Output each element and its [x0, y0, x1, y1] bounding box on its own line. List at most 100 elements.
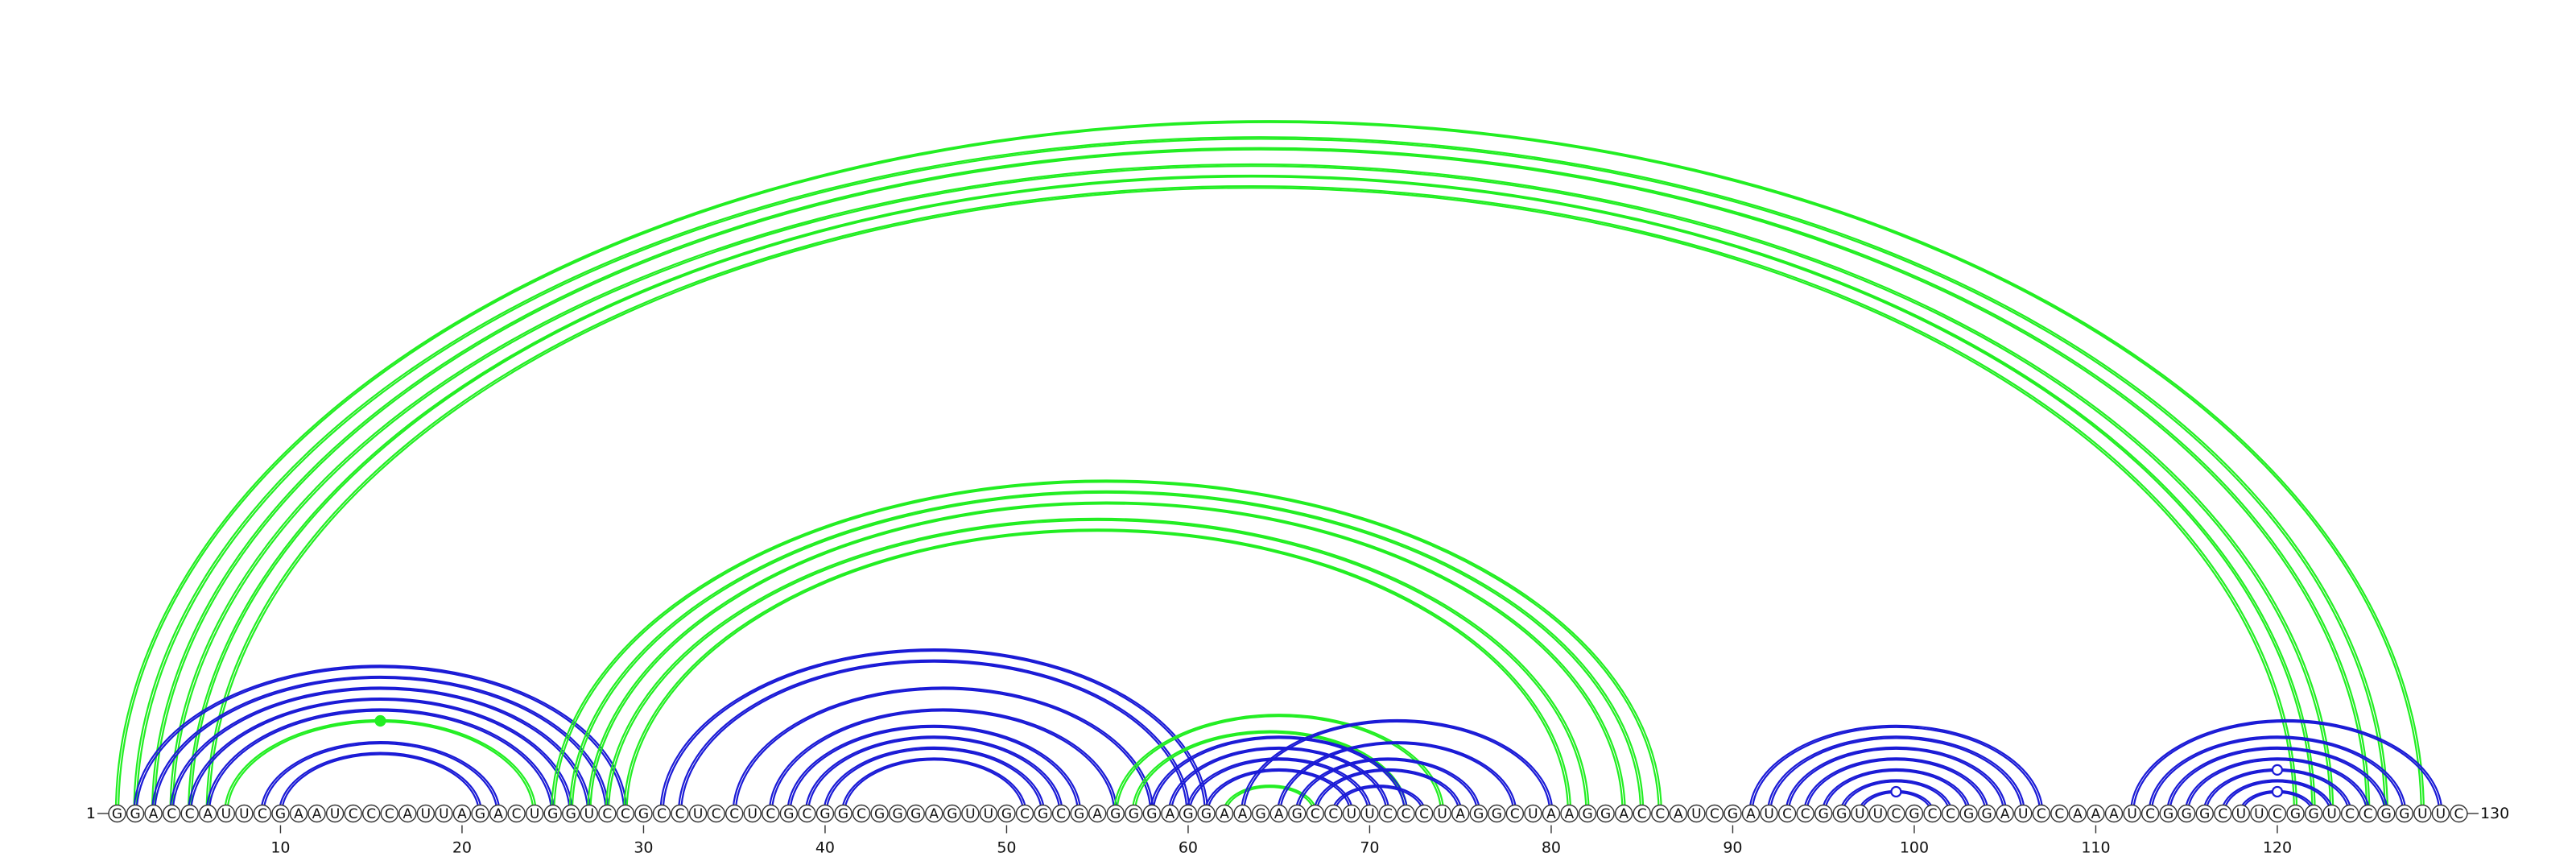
- nucleotide: A: [1161, 804, 1179, 823]
- nucleotide: G: [1179, 804, 1198, 823]
- nucleotide-letter: G: [275, 806, 286, 822]
- nucleotide-circle: [2195, 804, 2214, 823]
- arc-stroke: [1224, 786, 1315, 814]
- nucleotide-letter: U: [439, 806, 448, 822]
- tick-label: 30: [634, 839, 653, 857]
- nucleotide: A: [2087, 804, 2105, 823]
- arc-stroke: [571, 491, 1642, 814]
- nucleotide-letter: A: [402, 806, 412, 822]
- arc-stroke: [1785, 746, 2008, 814]
- nucleotide-letter: G: [1256, 806, 1266, 822]
- base-pair-arc: [1222, 785, 1318, 814]
- nucleotide-letter: A: [312, 806, 322, 822]
- base-pair-arc: [732, 686, 1154, 814]
- nucleotide-letter: C: [1637, 806, 1647, 822]
- nucleotide-letter: G: [1110, 806, 1121, 822]
- nucleotide-letter: G: [638, 806, 649, 822]
- nucleotide-circle: [289, 804, 308, 823]
- nucleotide-circle: [779, 804, 799, 823]
- nucleotide-letter: U: [239, 806, 249, 822]
- nucleotide-letter: A: [2000, 806, 2010, 822]
- nucleotide-letter: G: [1982, 806, 1992, 822]
- arc-stroke: [1802, 757, 1989, 814]
- nucleotide-letter: A: [294, 806, 303, 822]
- nucleotide-circle: [1724, 804, 1742, 823]
- nucleotide-circle: [979, 804, 998, 823]
- nucleotide-letter: C: [385, 806, 394, 822]
- nucleotide: U: [580, 804, 598, 823]
- nucleotide: G: [108, 804, 126, 823]
- nucleotide-circle: [1542, 804, 1561, 823]
- nucleotide-letter: U: [2236, 806, 2246, 822]
- nucleotide: G: [2177, 804, 2196, 823]
- position-axis: 10 20 30 40 50 60 70 80 90 100 110 120: [270, 825, 2292, 857]
- arc-stroke: [768, 708, 1118, 814]
- nucleotide-letter: G: [838, 806, 848, 822]
- nucleotide-circle: [997, 804, 1016, 823]
- nucleotide-letter: C: [1891, 806, 1901, 822]
- arc-stroke: [2132, 720, 2441, 814]
- nucleotide: C: [180, 804, 199, 823]
- nucleotide: A: [1451, 804, 1470, 823]
- nucleotide: C: [1705, 804, 1724, 823]
- nucleotide: A: [1088, 804, 1107, 823]
- base-pair-arc: [151, 675, 610, 814]
- nucleotide-circle: [1832, 804, 1851, 823]
- nucleotide: G: [834, 804, 852, 823]
- arc-stroke: [205, 708, 555, 814]
- arc-stroke: [551, 479, 1662, 814]
- nucleotide-letter: C: [185, 806, 195, 822]
- nucleotide: U: [1433, 804, 1451, 823]
- nucleotide: G: [1251, 804, 1270, 823]
- arc-stroke: [1806, 759, 1987, 814]
- nucleotide-letter: G: [874, 806, 885, 822]
- nucleotide-letter: C: [167, 806, 176, 822]
- nucleotide: A: [452, 804, 472, 823]
- nucleotide-circle: [906, 804, 925, 823]
- nucleotide-circle: [471, 804, 489, 823]
- nucleotide-letter: C: [675, 806, 685, 822]
- nucleotide-circle: [144, 804, 163, 823]
- nucleotide: G: [1724, 804, 1742, 823]
- base-pair-arc: [2165, 746, 2388, 814]
- nucleotide: U: [1851, 804, 1869, 823]
- nucleotide-circle: [2395, 804, 2414, 823]
- nucleotide: G: [2304, 804, 2323, 823]
- nucleotide-circle: [1125, 804, 1143, 823]
- nucleotide-letter: C: [1655, 806, 1665, 822]
- nucleotide-letter: C: [1328, 806, 1338, 822]
- base-pair-arc: [207, 186, 2297, 814]
- nucleotide-letter: G: [1728, 806, 1738, 822]
- base-pair-arc: [133, 664, 628, 814]
- arc-stroke: [1116, 715, 1443, 814]
- base-pair-arc: [659, 648, 1209, 814]
- nucleotide-circle: [2322, 804, 2341, 823]
- nucleotide: G: [1832, 804, 1851, 823]
- arc-stroke: [260, 740, 501, 814]
- nucleotide-letter: C: [366, 806, 376, 822]
- nucleotide-letter: U: [1873, 806, 1883, 822]
- nucleotide: G: [1125, 804, 1143, 823]
- nucleotide: U: [1760, 804, 1778, 823]
- nucleotide-letter: C: [258, 806, 267, 822]
- nucleotide: U: [2231, 804, 2251, 823]
- nucleotide-letter: G: [130, 806, 140, 822]
- sequence-backbone: 1 130: [86, 805, 2509, 822]
- nucleotide-letter: G: [1201, 806, 1212, 822]
- nucleotide: G: [562, 804, 580, 823]
- nucleotide-circle: [2068, 804, 2087, 823]
- nucleotide: U: [2322, 804, 2341, 823]
- base-pair-arc: [786, 724, 1082, 814]
- nucleotide-letter: C: [2273, 806, 2282, 822]
- nucleotide-circle: [2087, 804, 2105, 823]
- nucleotide-circle: [1306, 804, 1325, 823]
- arc-stroke: [734, 688, 1152, 814]
- nucleotide-letter: C: [349, 806, 358, 822]
- nucleotide-circle: [398, 804, 417, 823]
- nucleotide: G: [1488, 804, 1506, 823]
- nucleotide: A: [1996, 804, 2014, 823]
- nucleotide-letter: C: [1402, 806, 1411, 822]
- arc-stroke: [1240, 718, 1554, 814]
- arc-stroke: [2148, 735, 2407, 814]
